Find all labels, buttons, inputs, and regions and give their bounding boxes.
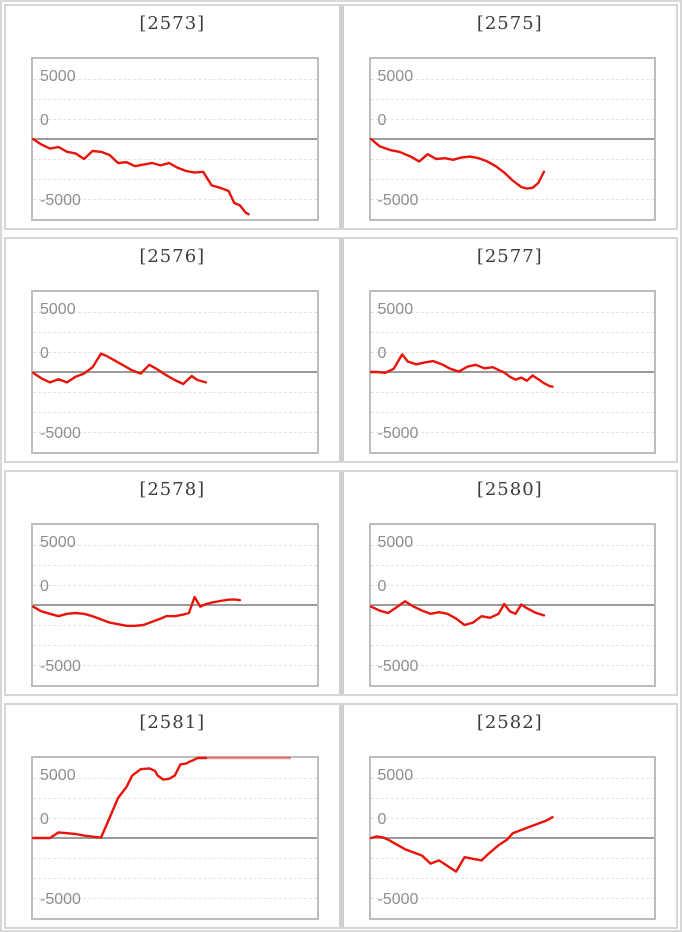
plot-area: 5000 0 -5000 [31,57,319,221]
y-axis-label-0: 0 [40,344,49,362]
y-axis-label-neg5000: -5000 [377,890,419,908]
chart-cell-2578: [2578] 5000 0 -5000 [6,472,339,694]
column-divider [338,239,344,461]
y-axis-label-0: 0 [40,111,49,129]
y-axis-label-neg5000: -5000 [377,424,419,442]
chart-row: [2578] 5000 0 -5000 [2580] 5000 0 -5000 [4,470,678,696]
line-series [33,292,317,452]
y-axis-label-0: 0 [377,344,387,362]
chart-cell-2581: [2581] 5000 0 -5000 [6,705,339,927]
plot-area: 5000 0 -5000 [369,290,656,454]
y-axis-label-5000: 5000 [377,301,414,319]
chart-cell-2573: [2573] 5000 0 -5000 [6,6,339,228]
y-axis-label-neg5000: -5000 [40,191,81,209]
data-line [371,354,552,386]
line-series [33,525,317,685]
data-line [33,758,206,838]
line-series [371,758,655,918]
plot-area: 5000 0 -5000 [369,756,656,920]
y-axis-label-5000: 5000 [377,68,414,86]
chart-cell-2580: [2580] 5000 0 -5000 [344,472,677,694]
data-line [33,354,206,384]
y-axis-label-5000: 5000 [377,534,414,552]
chart-cell-2577: [2577] 5000 0 -5000 [344,239,677,461]
chart-title: [2576] [139,246,206,267]
line-series [371,292,655,452]
data-line [371,817,552,871]
chart-title: [2581] [139,712,206,733]
y-axis-label-0: 0 [40,810,49,828]
chart-row: [2581] 5000 0 -5000 [2582] 5000 0 -5000 [4,703,678,929]
data-line [371,139,544,189]
y-axis-label-neg5000: -5000 [377,191,419,209]
y-axis-label-5000: 5000 [40,301,76,319]
chart-cell-2576: [2576] 5000 0 -5000 [6,239,339,461]
y-axis-label-0: 0 [40,577,49,595]
chart-cell-2582: [2582] 5000 0 -5000 [344,705,677,927]
data-line [371,601,544,625]
y-axis-label-5000: 5000 [40,534,76,552]
data-line [33,597,240,626]
y-axis-label-5000: 5000 [377,767,414,785]
y-axis-label-0: 0 [377,111,387,129]
plot-area: 5000 0 -5000 [31,523,319,687]
chart-title: [2575] [476,13,543,34]
y-axis-label-5000: 5000 [40,68,76,86]
chart-row: [2573] 5000 0 -5000 [2575] 5000 0 -5000 [4,4,678,230]
plot-area: 5000 0 -5000 [31,756,319,920]
y-axis-label-0: 0 [377,810,387,828]
plot-area: 5000 0 -5000 [369,57,656,221]
chart-title: [2577] [476,246,543,267]
chart-title: [2573] [139,13,206,34]
chart-title: [2578] [139,479,206,500]
y-axis-label-0: 0 [377,577,387,595]
column-divider [338,472,344,694]
chart-cell-2575: [2575] 5000 0 -5000 [344,6,677,228]
y-axis-label-5000: 5000 [40,767,76,785]
y-axis-label-neg5000: -5000 [40,657,81,675]
column-divider [338,6,344,228]
plot-area: 5000 0 -5000 [369,523,656,687]
chart-row: [2576] 5000 0 -5000 [2577] 5000 0 -5000 [4,237,678,463]
y-axis-label-neg5000: -5000 [40,890,81,908]
chart-title: [2582] [476,712,543,733]
chart-title: [2580] [476,479,543,500]
line-series [371,59,655,219]
line-series [33,758,317,918]
y-axis-label-neg5000: -5000 [40,424,81,442]
y-axis-label-neg5000: -5000 [377,657,419,675]
data-line [33,139,248,214]
column-divider [338,705,344,927]
plot-area: 5000 0 -5000 [31,290,319,454]
line-series [33,59,317,219]
